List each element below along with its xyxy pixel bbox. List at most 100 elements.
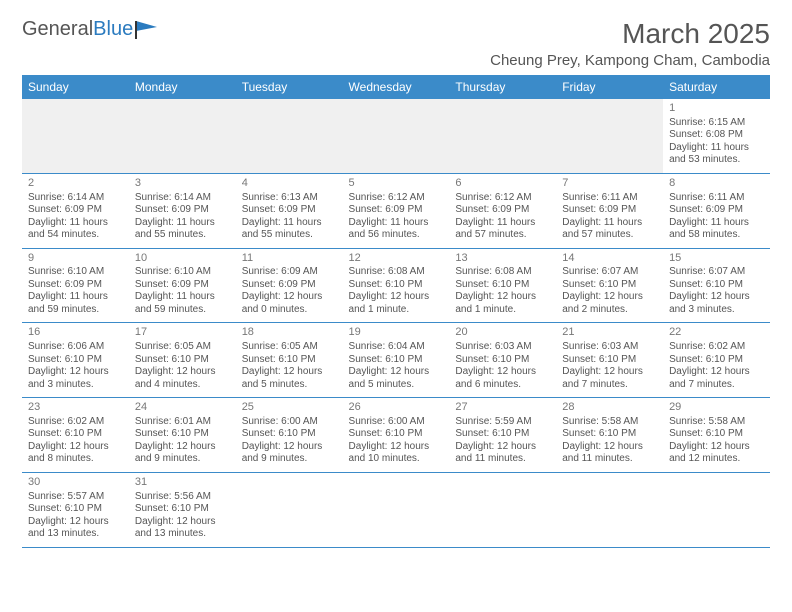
calendar-cell: 8Sunrise: 6:11 AMSunset: 6:09 PMDaylight… — [663, 173, 770, 248]
calendar-cell — [236, 472, 343, 547]
dayname-wednesday: Wednesday — [343, 75, 450, 99]
day-number: 28 — [562, 401, 657, 415]
day-number: 23 — [28, 401, 123, 415]
calendar-week: 23Sunrise: 6:02 AMSunset: 6:10 PMDayligh… — [22, 398, 770, 473]
calendar-cell: 2Sunrise: 6:14 AMSunset: 6:09 PMDaylight… — [22, 173, 129, 248]
logo-flag-icon — [135, 21, 161, 39]
day-details: Sunrise: 6:12 AMSunset: 6:09 PMDaylight:… — [349, 192, 444, 242]
day-number: 25 — [242, 401, 337, 415]
day-number: 29 — [669, 401, 764, 415]
calendar-cell: 31Sunrise: 5:56 AMSunset: 6:10 PMDayligh… — [129, 472, 236, 547]
logo-general: General — [22, 18, 93, 41]
day-number: 17 — [135, 326, 230, 340]
calendar-cell: 28Sunrise: 5:58 AMSunset: 6:10 PMDayligh… — [556, 398, 663, 473]
calendar-cell: 5Sunrise: 6:12 AMSunset: 6:09 PMDaylight… — [343, 173, 450, 248]
calendar-cell: 14Sunrise: 6:07 AMSunset: 6:10 PMDayligh… — [556, 248, 663, 323]
day-details: Sunrise: 6:03 AMSunset: 6:10 PMDaylight:… — [455, 341, 550, 391]
title-block: March 2025 Cheung Prey, Kampong Cham, Ca… — [490, 18, 770, 69]
day-details: Sunrise: 6:08 AMSunset: 6:10 PMDaylight:… — [349, 266, 444, 316]
location: Cheung Prey, Kampong Cham, Cambodia — [490, 52, 770, 69]
calendar-cell: 7Sunrise: 6:11 AMSunset: 6:09 PMDaylight… — [556, 173, 663, 248]
calendar-cell: 23Sunrise: 6:02 AMSunset: 6:10 PMDayligh… — [22, 398, 129, 473]
dayname-row: Sunday Monday Tuesday Wednesday Thursday… — [22, 75, 770, 99]
day-details: Sunrise: 6:15 AMSunset: 6:08 PMDaylight:… — [669, 117, 764, 167]
day-number: 9 — [28, 252, 123, 266]
calendar-cell: 20Sunrise: 6:03 AMSunset: 6:10 PMDayligh… — [449, 323, 556, 398]
day-number: 1 — [669, 102, 764, 116]
day-details: Sunrise: 6:03 AMSunset: 6:10 PMDaylight:… — [562, 341, 657, 391]
day-number: 24 — [135, 401, 230, 415]
day-number: 7 — [562, 177, 657, 191]
day-details: Sunrise: 6:06 AMSunset: 6:10 PMDaylight:… — [28, 341, 123, 391]
calendar-cell — [556, 472, 663, 547]
calendar-week: 16Sunrise: 6:06 AMSunset: 6:10 PMDayligh… — [22, 323, 770, 398]
day-details: Sunrise: 6:00 AMSunset: 6:10 PMDaylight:… — [349, 416, 444, 466]
calendar-cell: 16Sunrise: 6:06 AMSunset: 6:10 PMDayligh… — [22, 323, 129, 398]
calendar-cell: 24Sunrise: 6:01 AMSunset: 6:10 PMDayligh… — [129, 398, 236, 473]
day-details: Sunrise: 6:11 AMSunset: 6:09 PMDaylight:… — [562, 192, 657, 242]
calendar-cell: 11Sunrise: 6:09 AMSunset: 6:09 PMDayligh… — [236, 248, 343, 323]
day-number: 15 — [669, 252, 764, 266]
dayname-monday: Monday — [129, 75, 236, 99]
header: GeneralBlue March 2025 Cheung Prey, Kamp… — [22, 18, 770, 69]
calendar-cell: 1Sunrise: 6:15 AMSunset: 6:08 PMDaylight… — [663, 99, 770, 173]
day-number: 16 — [28, 326, 123, 340]
calendar-week: 9Sunrise: 6:10 AMSunset: 6:09 PMDaylight… — [22, 248, 770, 323]
calendar-cell — [449, 99, 556, 173]
calendar-cell — [343, 99, 450, 173]
day-number: 4 — [242, 177, 337, 191]
day-number: 5 — [349, 177, 444, 191]
day-number: 22 — [669, 326, 764, 340]
calendar-cell: 29Sunrise: 5:58 AMSunset: 6:10 PMDayligh… — [663, 398, 770, 473]
calendar-cell: 15Sunrise: 6:07 AMSunset: 6:10 PMDayligh… — [663, 248, 770, 323]
calendar-cell — [663, 472, 770, 547]
calendar-table: Sunday Monday Tuesday Wednesday Thursday… — [22, 75, 770, 548]
day-number: 31 — [135, 476, 230, 490]
day-details: Sunrise: 6:11 AMSunset: 6:09 PMDaylight:… — [669, 192, 764, 242]
calendar-cell: 6Sunrise: 6:12 AMSunset: 6:09 PMDaylight… — [449, 173, 556, 248]
dayname-friday: Friday — [556, 75, 663, 99]
calendar-cell — [449, 472, 556, 547]
day-details: Sunrise: 6:07 AMSunset: 6:10 PMDaylight:… — [669, 266, 764, 316]
calendar-cell: 26Sunrise: 6:00 AMSunset: 6:10 PMDayligh… — [343, 398, 450, 473]
day-details: Sunrise: 6:13 AMSunset: 6:09 PMDaylight:… — [242, 192, 337, 242]
calendar-cell: 17Sunrise: 6:05 AMSunset: 6:10 PMDayligh… — [129, 323, 236, 398]
day-details: Sunrise: 6:02 AMSunset: 6:10 PMDaylight:… — [28, 416, 123, 466]
day-number: 2 — [28, 177, 123, 191]
calendar-cell: 3Sunrise: 6:14 AMSunset: 6:09 PMDaylight… — [129, 173, 236, 248]
day-number: 26 — [349, 401, 444, 415]
calendar-cell: 19Sunrise: 6:04 AMSunset: 6:10 PMDayligh… — [343, 323, 450, 398]
calendar-cell — [343, 472, 450, 547]
day-number: 30 — [28, 476, 123, 490]
day-details: Sunrise: 6:05 AMSunset: 6:10 PMDaylight:… — [242, 341, 337, 391]
day-number: 11 — [242, 252, 337, 266]
day-number: 21 — [562, 326, 657, 340]
calendar-cell: 22Sunrise: 6:02 AMSunset: 6:10 PMDayligh… — [663, 323, 770, 398]
calendar-cell: 4Sunrise: 6:13 AMSunset: 6:09 PMDaylight… — [236, 173, 343, 248]
day-details: Sunrise: 5:59 AMSunset: 6:10 PMDaylight:… — [455, 416, 550, 466]
day-number: 14 — [562, 252, 657, 266]
calendar-week: 30Sunrise: 5:57 AMSunset: 6:10 PMDayligh… — [22, 472, 770, 547]
day-number: 6 — [455, 177, 550, 191]
day-number: 12 — [349, 252, 444, 266]
calendar-cell — [129, 99, 236, 173]
day-details: Sunrise: 6:07 AMSunset: 6:10 PMDaylight:… — [562, 266, 657, 316]
calendar-cell: 18Sunrise: 6:05 AMSunset: 6:10 PMDayligh… — [236, 323, 343, 398]
day-details: Sunrise: 6:05 AMSunset: 6:10 PMDaylight:… — [135, 341, 230, 391]
calendar-cell: 21Sunrise: 6:03 AMSunset: 6:10 PMDayligh… — [556, 323, 663, 398]
day-details: Sunrise: 6:00 AMSunset: 6:10 PMDaylight:… — [242, 416, 337, 466]
day-details: Sunrise: 6:10 AMSunset: 6:09 PMDaylight:… — [28, 266, 123, 316]
calendar-cell: 27Sunrise: 5:59 AMSunset: 6:10 PMDayligh… — [449, 398, 556, 473]
calendar-cell — [22, 99, 129, 173]
day-details: Sunrise: 6:01 AMSunset: 6:10 PMDaylight:… — [135, 416, 230, 466]
day-details: Sunrise: 6:02 AMSunset: 6:10 PMDaylight:… — [669, 341, 764, 391]
calendar-cell — [556, 99, 663, 173]
dayname-thursday: Thursday — [449, 75, 556, 99]
day-number: 20 — [455, 326, 550, 340]
day-details: Sunrise: 6:14 AMSunset: 6:09 PMDaylight:… — [28, 192, 123, 242]
day-details: Sunrise: 6:04 AMSunset: 6:10 PMDaylight:… — [349, 341, 444, 391]
dayname-sunday: Sunday — [22, 75, 129, 99]
day-details: Sunrise: 6:10 AMSunset: 6:09 PMDaylight:… — [135, 266, 230, 316]
calendar-cell: 9Sunrise: 6:10 AMSunset: 6:09 PMDaylight… — [22, 248, 129, 323]
calendar-cell: 25Sunrise: 6:00 AMSunset: 6:10 PMDayligh… — [236, 398, 343, 473]
